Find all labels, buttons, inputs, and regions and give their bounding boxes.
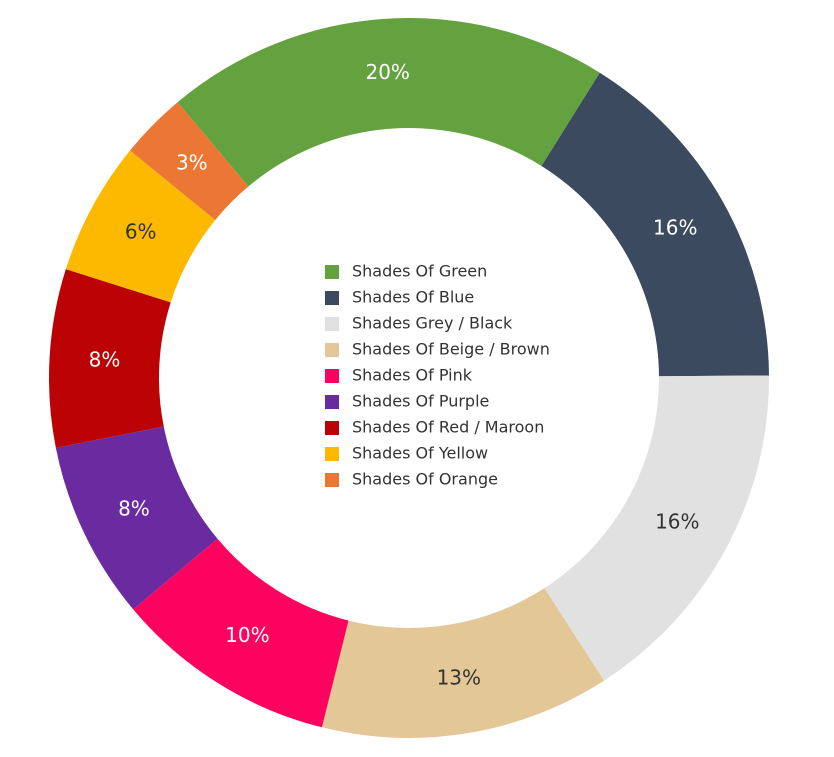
legend-swatch	[325, 291, 339, 305]
donut-segment	[177, 17, 600, 187]
donut-segment	[321, 588, 605, 738]
legend-label: Shades Grey / Black	[352, 314, 513, 333]
value-label: 20%	[365, 60, 409, 84]
legend-label: Shades Of Green	[352, 262, 487, 281]
legend-label: Shades Of Beige / Brown	[352, 340, 550, 359]
value-label: 8%	[89, 347, 121, 371]
legend-swatch	[325, 343, 339, 357]
legend-label: Shades Of Orange	[352, 470, 498, 489]
value-label: 10%	[225, 623, 269, 647]
donut-segment	[48, 269, 171, 448]
legend-swatch	[325, 265, 339, 279]
donut-segment	[541, 72, 769, 377]
legend-label: Shades Of Pink	[352, 366, 473, 385]
legend-label: Shades Of Purple	[352, 392, 489, 411]
legend-swatch	[325, 317, 339, 331]
donut-segment	[130, 102, 249, 220]
donut-segment	[133, 538, 349, 728]
legend-swatch	[325, 473, 339, 487]
value-label: 16%	[653, 216, 697, 240]
value-label: 13%	[437, 665, 481, 689]
legend-swatch	[325, 421, 339, 435]
legend-label: Shades Of Red / Maroon	[352, 418, 544, 437]
donut-segment	[55, 426, 218, 610]
legend-label: Shades Of Blue	[352, 288, 474, 307]
value-label: 3%	[176, 150, 208, 174]
donut-segment	[65, 150, 216, 303]
legend-swatch	[325, 395, 339, 409]
legend-swatch	[325, 369, 339, 383]
donut-segment	[544, 375, 769, 681]
value-label: 8%	[118, 496, 150, 520]
legend-swatch	[325, 447, 339, 461]
legend-label: Shades Of Yellow	[352, 444, 488, 463]
value-label: 6%	[125, 219, 157, 243]
value-label: 16%	[655, 510, 699, 534]
